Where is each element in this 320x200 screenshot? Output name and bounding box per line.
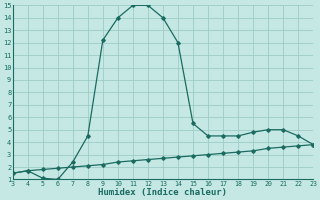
X-axis label: Humidex (Indice chaleur): Humidex (Indice chaleur) (99, 188, 228, 197)
